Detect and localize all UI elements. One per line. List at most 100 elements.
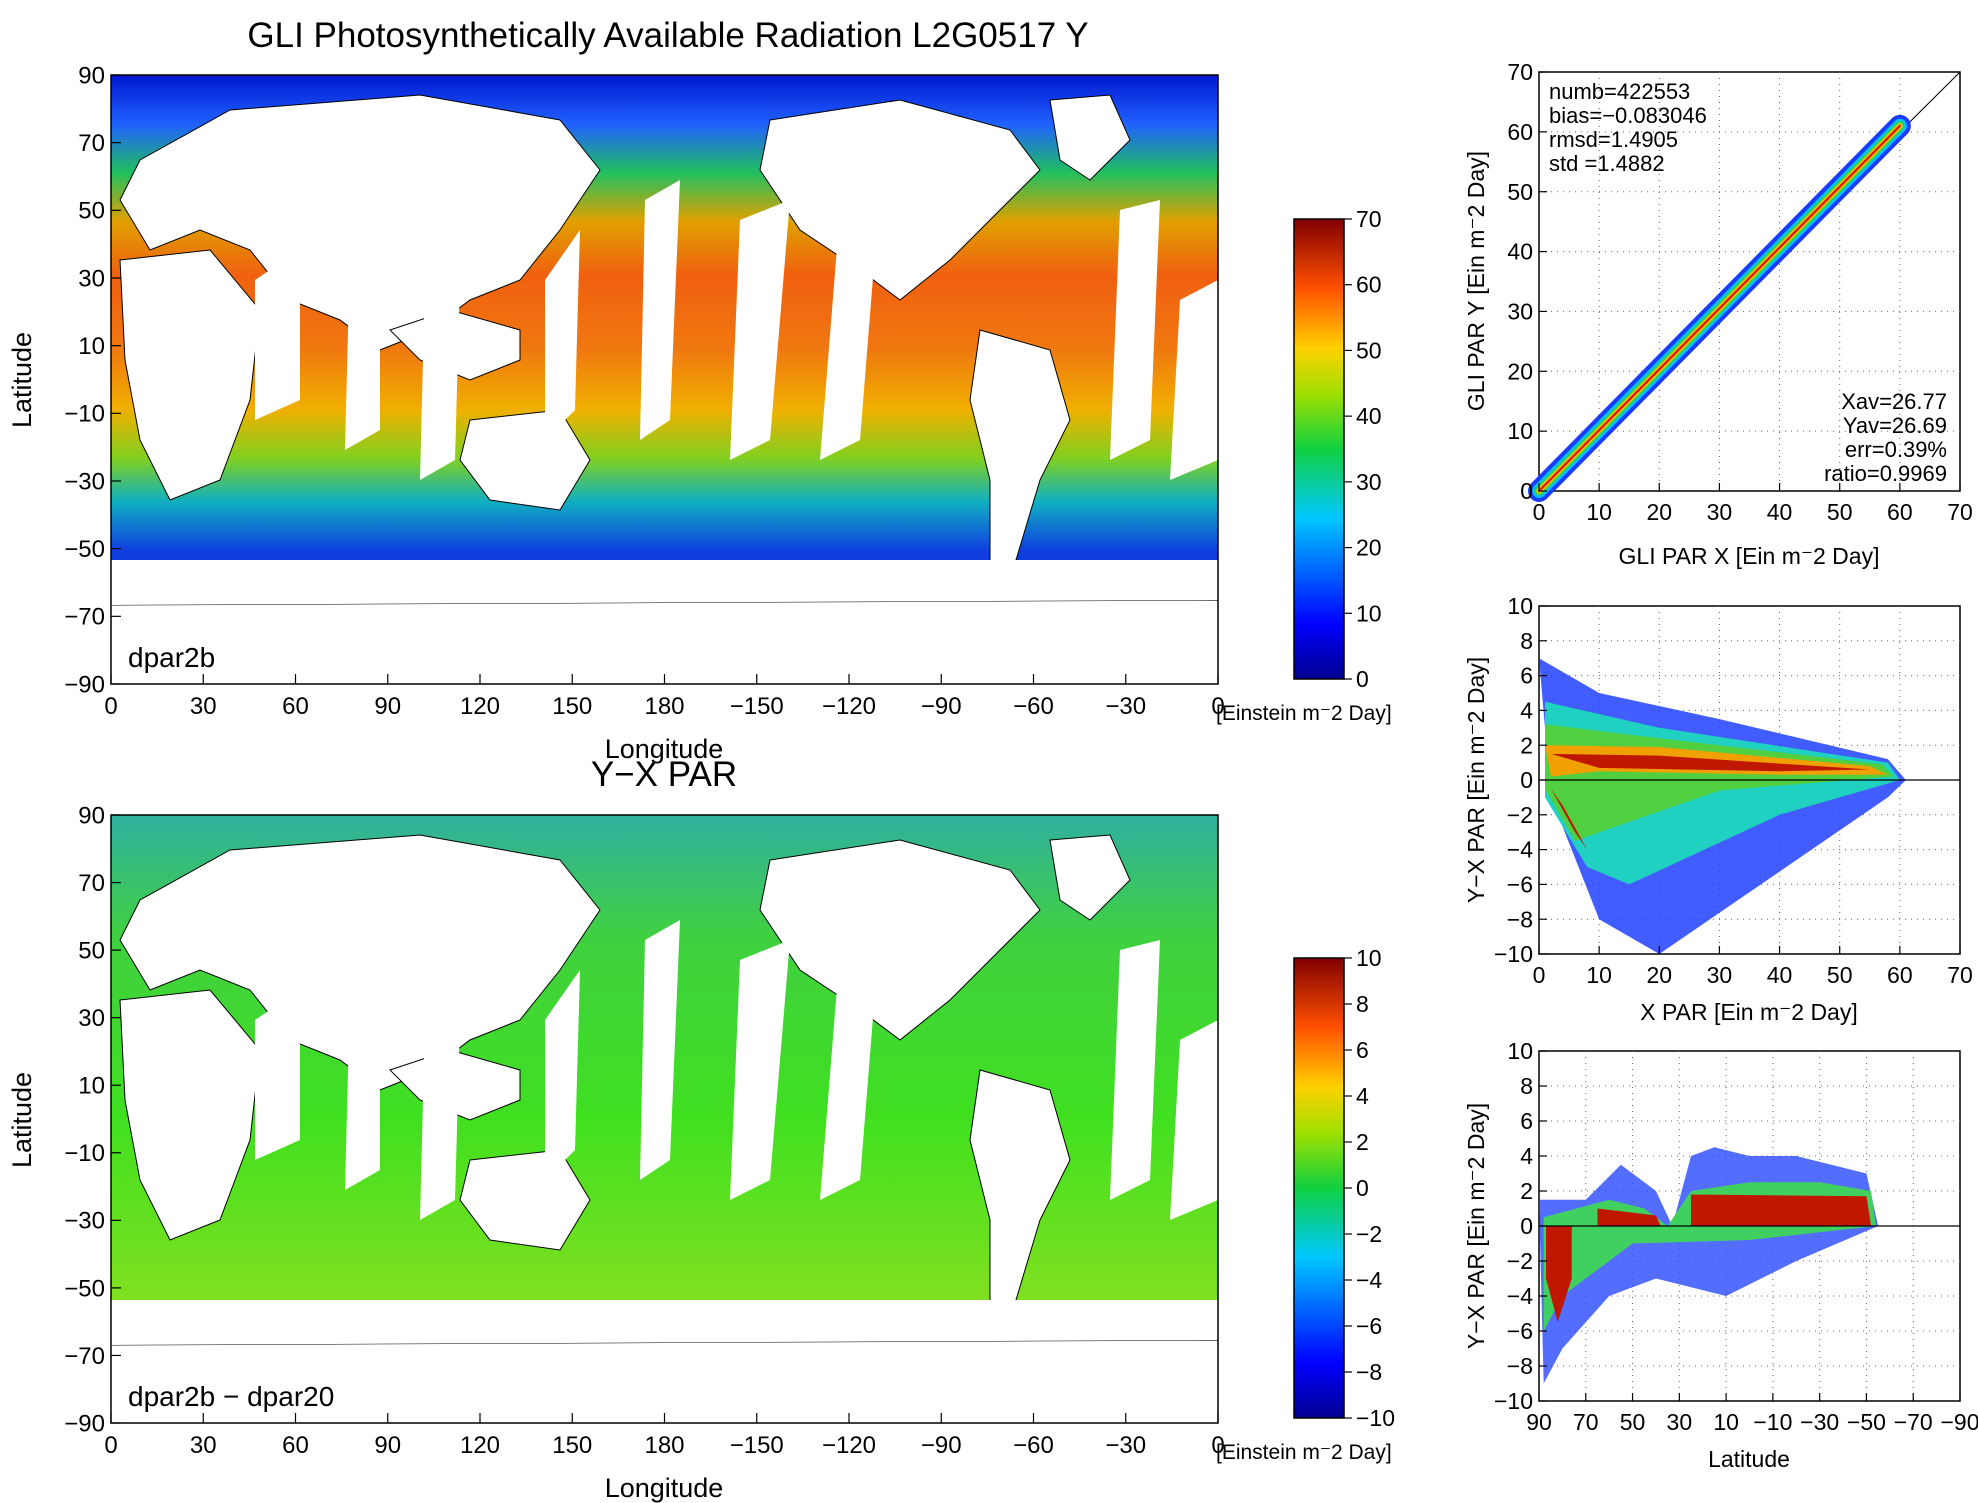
y-tick-label: 40 <box>1507 239 1533 265</box>
x-tick-label: 50 <box>1620 1409 1646 1435</box>
sc1-stats-bottom-right: Xav=26.77 Yav=26.69 err=0.39% ratio=0.99… <box>1824 389 1947 486</box>
x-tick-label: 120 <box>460 1432 500 1459</box>
y-tick-label: 10 <box>1507 1038 1533 1064</box>
y-tick-label: −4 <box>1507 1283 1533 1309</box>
y-tick-label: 70 <box>1507 59 1533 85</box>
stat-bias: bias=−0.083046 <box>1549 103 1707 128</box>
colorbar-tick-label: 0 <box>1356 666 1369 692</box>
colorbar-tick-label: −4 <box>1356 1267 1382 1293</box>
density-low-branch <box>1545 780 1588 850</box>
x-tick-label: 60 <box>282 693 309 720</box>
x-tick-label: −70 <box>1894 1409 1933 1435</box>
y-tick-label: −8 <box>1507 1353 1533 1379</box>
x-tick-label: 50 <box>1827 962 1853 988</box>
map2-axes: 0 30 60 90 120 150 180 −150 −120 −90 −60 −30 0 90 70 50… <box>64 802 1224 1459</box>
x-tick-label: 10 <box>1713 1409 1739 1435</box>
sc1-ylabel: GLI PAR Y [Ein m⁻2 Day] <box>1463 151 1489 411</box>
x-tick-label: 10 <box>1586 499 1612 525</box>
par-difference-map-panel: Y−X PAR 0 30 60 90 120 150 180 −150 −120 −90 −60 −3 <box>7 755 1395 1503</box>
colorbar-tick-label: −10 <box>1356 1405 1395 1431</box>
y-tick-label: −6 <box>1507 1318 1533 1344</box>
y-tick-label: 2 <box>1520 1178 1533 1204</box>
x-tick-label: −30 <box>1800 1409 1839 1435</box>
y-tick-label: −50 <box>64 1275 105 1302</box>
x-tick-label: −60 <box>1013 1432 1054 1459</box>
x-tick-label: 40 <box>1767 962 1793 988</box>
y-tick-label: −6 <box>1507 871 1533 897</box>
y-tick-label: 90 <box>78 62 105 89</box>
colorbar-tick-label: 10 <box>1356 600 1382 626</box>
sc1-axes: 0 10 20 30 40 50 60 70 0 10 20 30 40 50 60 70 <box>1507 59 1972 525</box>
y-tick-label: 10 <box>1507 418 1533 444</box>
y-tick-label: −90 <box>64 1410 105 1437</box>
x-tick-label: 50 <box>1827 499 1853 525</box>
x-tick-label: −90 <box>1940 1409 1978 1435</box>
sc1-xlabel: GLI PAR X [Ein m⁻2 Day] <box>1619 543 1880 569</box>
x-tick-label: 20 <box>1646 962 1672 988</box>
sc1-density <box>1528 71 1961 502</box>
y-tick-label: −10 <box>1494 1388 1533 1414</box>
y-tick-label: 70 <box>78 870 105 897</box>
stat-yav: Yav=26.69 <box>1843 413 1947 438</box>
y-tick-label: 2 <box>1520 732 1533 758</box>
x-tick-label: 180 <box>644 1432 684 1459</box>
sc3-axes: 90 70 50 30 10 −10 −30 −50 −70 −90 −10 −8 −6 −4 −2 0 2 4 6… <box>1494 1038 1978 1435</box>
sc3-density <box>1539 1147 1960 1384</box>
difference-vs-latitude-scatter-panel: 90 70 50 30 10 −10 −30 −50 −70 −90 −10 −8 −6 −4 −2 0 2 4 6… <box>1463 1038 1978 1472</box>
density-peak <box>1551 753 1870 772</box>
map2-annotation: dpar2b − dpar20 <box>128 1381 334 1412</box>
x-tick-label: 30 <box>190 693 217 720</box>
x-tick-label: 0 <box>1533 499 1546 525</box>
x-tick-label: −120 <box>822 1432 876 1459</box>
sc2-xlabel: X PAR [Ein m⁻2 Day] <box>1640 999 1858 1025</box>
x-tick-label: 120 <box>460 693 500 720</box>
map1-ylabel: Latitude <box>7 332 37 428</box>
y-tick-label: 70 <box>78 130 105 157</box>
map1-xlabel: Longitude <box>605 734 724 764</box>
y-tick-label: 30 <box>78 265 105 292</box>
stat-ratio: ratio=0.9969 <box>1824 461 1947 486</box>
map1-colorbar-label: [Einstein m⁻2 Day] <box>1216 702 1392 725</box>
x-tick-label: 90 <box>374 1432 401 1459</box>
sc2-axes: 0 10 20 30 40 50 60 70 −10 −8 −6 −4 −2 0 2 4 6 8 10 <box>1494 593 1973 988</box>
x-tick-label: 150 <box>552 1432 592 1459</box>
y-tick-label: 30 <box>78 1005 105 1032</box>
x-tick-label: 180 <box>644 693 684 720</box>
y-tick-label: −2 <box>1507 1248 1533 1274</box>
x-tick-label: 60 <box>1887 499 1913 525</box>
y-tick-label: 8 <box>1520 628 1533 654</box>
x-tick-label: −60 <box>1013 693 1054 720</box>
x-tick-label: −150 <box>730 693 784 720</box>
y-tick-label: −70 <box>64 604 105 631</box>
x-tick-label: 0 <box>1211 693 1224 720</box>
colorbar-tick-label: 30 <box>1356 469 1382 495</box>
y-tick-label: −10 <box>1494 941 1533 967</box>
difference-vs-x-scatter-panel: 0 10 20 30 40 50 60 70 −10 −8 −6 −4 −2 0 2 4 6 8 10 X PAR … <box>1463 593 1973 1025</box>
y-tick-label: 10 <box>78 1073 105 1100</box>
y-tick-label: 50 <box>78 198 105 225</box>
stat-std: std =1.4882 <box>1549 151 1665 176</box>
x-tick-label: 20 <box>1646 499 1672 525</box>
y-tick-label: 6 <box>1520 663 1533 689</box>
colorbar-tick-label: 8 <box>1356 991 1369 1017</box>
y-tick-label: −90 <box>64 671 105 698</box>
x-tick-label: 90 <box>1526 1409 1552 1435</box>
x-tick-label: −90 <box>921 693 962 720</box>
x-tick-label: 0 <box>1533 962 1546 988</box>
map2-colorbar-ticks: −10 −8 −6 −4 −2 0 2 4 6 8 10 <box>1344 945 1395 1431</box>
y-tick-label: 50 <box>1507 179 1533 205</box>
map2-colorbar: −10 −8 −6 −4 −2 0 2 4 6 8 10 [Einstein m⁻2 Day] <box>1216 945 1395 1464</box>
y-tick-label: 4 <box>1520 697 1533 723</box>
y-tick-label: 60 <box>1507 119 1533 145</box>
y-tick-label: −8 <box>1507 906 1533 932</box>
x-tick-label: 0 <box>104 693 117 720</box>
sc1-stats-top-left: numb=422553 bias=−0.083046 rmsd=1.4905 s… <box>1549 79 1707 176</box>
y-tick-label: 0 <box>1520 1213 1533 1239</box>
map1-annotation: dpar2b <box>128 642 215 673</box>
x-tick-label: −150 <box>730 1432 784 1459</box>
colorbar-tick-label: 0 <box>1356 1175 1369 1201</box>
colorbar-tick-label: 70 <box>1356 206 1382 232</box>
map1-title: GLI Photosynthetically Available Radiati… <box>247 16 1088 55</box>
x-tick-label: 70 <box>1947 962 1973 988</box>
x-tick-label: −120 <box>822 693 876 720</box>
